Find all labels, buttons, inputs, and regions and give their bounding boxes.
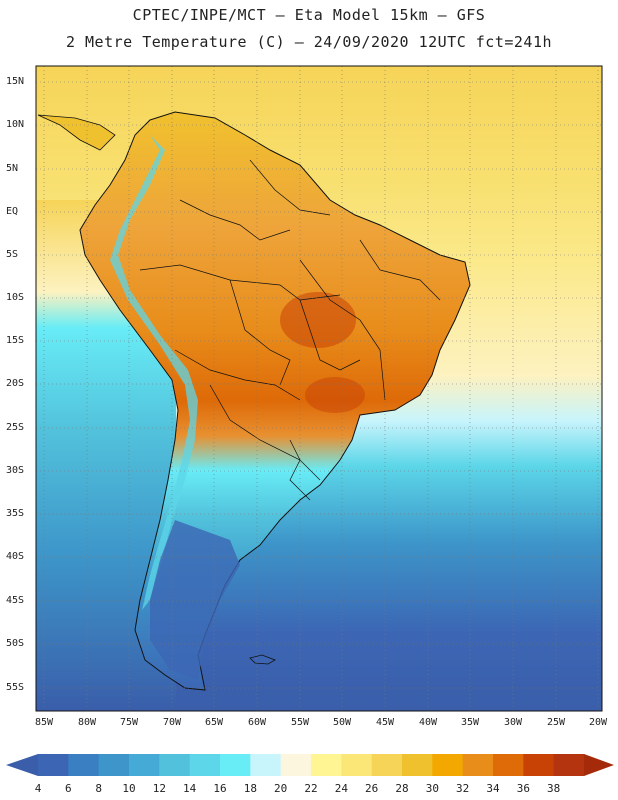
colorbar-swatch: [493, 754, 524, 776]
lon-label: 20W: [588, 717, 608, 728]
colorbar-label: 20: [274, 782, 288, 795]
colorbar-swatch: [311, 754, 342, 776]
colorbar-label: 24: [334, 782, 348, 795]
colorbar-label: 26: [365, 782, 379, 795]
map-frame: [35, 65, 603, 712]
color-scale-bar: [6, 754, 614, 776]
colorbar-label: 38: [547, 782, 561, 795]
colorbar-swatch: [189, 754, 221, 776]
lon-label: 85W: [34, 717, 54, 728]
andes-ridge: [110, 135, 198, 610]
colorbar-label: 6: [65, 782, 72, 795]
map-title-line-1: CPTEC/INPE/MCT – Eta Model 15km – GFS: [132, 6, 486, 24]
heat-core: [280, 292, 356, 348]
lon-label: 50W: [332, 717, 352, 728]
colorbar-label: 34: [486, 782, 500, 795]
colorbar-label: 30: [425, 782, 439, 795]
map-title-line-2: 2 Metre Temperature (C) – 24/09/2020 12U…: [65, 33, 553, 51]
lon-label: 60W: [247, 717, 267, 728]
lat-label: 15S: [6, 335, 25, 346]
colorbar-low-arrow: [6, 754, 38, 776]
colorbar-label: 36: [516, 782, 530, 795]
colorbar-swatch: [402, 754, 433, 776]
lat-label: 30S: [6, 465, 25, 476]
colorbar-swatch: [68, 754, 100, 776]
colorbar-label: 14: [183, 782, 197, 795]
lat-label: 5S: [6, 249, 19, 260]
lon-label: 45W: [375, 717, 395, 728]
colorbar-swatch: [38, 754, 69, 776]
colorbar-label: 32: [456, 782, 470, 795]
colorbar-swatch: [159, 754, 191, 776]
colorbar-swatch: [129, 754, 160, 776]
colorbar-swatch: [462, 754, 494, 776]
colorbar-label: 8: [95, 782, 102, 795]
country-borders: [139, 159, 441, 501]
lat-label: 10S: [6, 292, 25, 303]
colorbar-swatch: [523, 754, 555, 776]
lon-label: 25W: [546, 717, 566, 728]
heat-core-south: [305, 377, 365, 413]
lon-label: 80W: [77, 717, 97, 728]
central-america: [37, 114, 116, 151]
lat-label: 55S: [6, 682, 25, 693]
patagonia-cold: [150, 520, 240, 680]
lat-label: 10N: [6, 119, 25, 130]
colorbar-swatch: [220, 754, 251, 776]
colorbar-label: 28: [395, 782, 409, 795]
colorbar-label: 10: [122, 782, 136, 795]
colorbar-swatch: [553, 754, 585, 776]
lat-label: EQ: [6, 206, 19, 217]
colorbar-swatch: [371, 754, 403, 776]
lon-label: 55W: [290, 717, 310, 728]
colorbar-high-arrow: [584, 754, 614, 776]
colorbar-swatch: [250, 754, 282, 776]
lon-label: 30W: [503, 717, 523, 728]
colorbar-label: 22: [304, 782, 318, 795]
lon-label: 65W: [204, 717, 224, 728]
lon-label: 40W: [418, 717, 438, 728]
lon-label: 35W: [460, 717, 480, 728]
lon-label: 70W: [162, 717, 182, 728]
falkland-islands: [249, 654, 276, 665]
colorbar-swatch: [341, 754, 373, 776]
lon-label: 75W: [119, 717, 139, 728]
colorbar-swatch: [98, 754, 130, 776]
lat-label: 25S: [6, 422, 25, 433]
lat-label: 5N: [6, 163, 19, 174]
lat-label: 45S: [6, 595, 25, 606]
colorbar-label: 16: [213, 782, 227, 795]
lat-label: 40S: [6, 551, 25, 562]
colorbar-label: 4: [34, 782, 42, 795]
colorbar-label: 18: [243, 782, 257, 795]
colorbar-swatch: [432, 754, 464, 776]
lat-label: 35S: [6, 508, 25, 519]
lat-label: 15N: [6, 76, 25, 87]
colorbar-label: 12: [152, 782, 166, 795]
lat-label: 50S: [6, 638, 25, 649]
lat-label: 20S: [6, 378, 25, 389]
colorbar-swatch: [280, 754, 312, 776]
